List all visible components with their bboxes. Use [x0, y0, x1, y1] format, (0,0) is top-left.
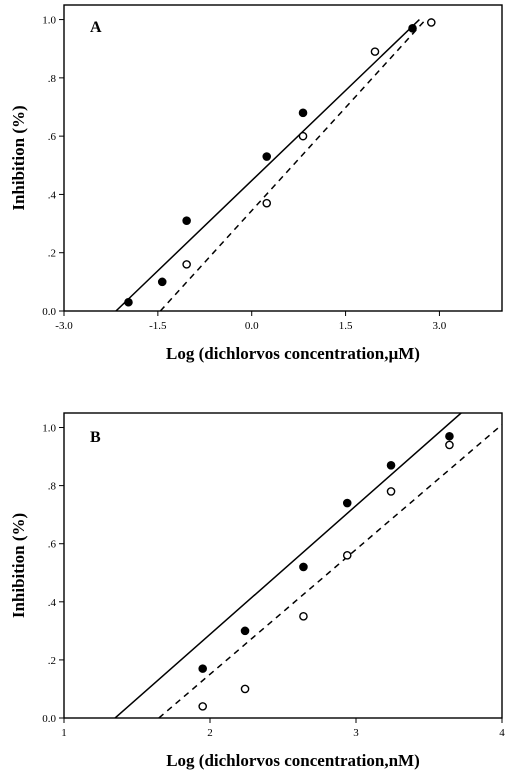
- filled-data-point: [240, 626, 250, 636]
- x-tick-label: -3.0: [55, 320, 73, 332]
- y-tick-label: 1.0: [42, 423, 56, 435]
- y-tick-label: 1.0: [42, 15, 56, 27]
- x-tick-label: 3: [353, 727, 359, 739]
- panel-label: A: [90, 19, 102, 36]
- y-tick-label: .6: [48, 539, 57, 551]
- y-axis-title: Inhibition (%): [9, 513, 28, 618]
- x-tick-label: -1.5: [149, 320, 167, 332]
- x-tick-label: 3.0: [433, 320, 447, 332]
- x-axis-title: Log (dichlorvos concentration,nM): [166, 751, 420, 770]
- filled-data-point: [445, 431, 454, 441]
- x-tick-label: 1: [61, 727, 67, 739]
- chart-panel-A: -3.0 -1.5 0.0 1.5 3.0 0.0 .2 .4 .6 .8 1.0 A Log (dic…: [9, 4, 503, 363]
- y-tick-label: 0.0: [42, 306, 56, 318]
- filled-data-point: [198, 664, 207, 673]
- filled-data-point: [298, 108, 308, 118]
- filled-data-point: [157, 277, 167, 287]
- open-data-point: [426, 18, 436, 27]
- y-axis-title: Inhibition (%): [9, 105, 28, 210]
- open-data-point: [262, 198, 272, 208]
- x-axis-title: Log (dichlorvos concentration,µM): [166, 344, 420, 363]
- x-tick-label: 4: [499, 727, 505, 739]
- open-data-point: [445, 440, 454, 450]
- filled-data-point: [262, 152, 272, 161]
- y-tick-label: 0.0: [42, 713, 56, 725]
- filled-data-point: [299, 562, 308, 572]
- filled-data-point: [124, 297, 133, 307]
- x-tick-label: 1.5: [339, 320, 353, 332]
- y-tick-label: .2: [48, 248, 56, 260]
- y-tick-label: .4: [48, 189, 57, 201]
- x-tick-label: 0.0: [245, 320, 259, 332]
- dashed-fit-line: [159, 19, 427, 311]
- open-data-point: [198, 702, 207, 711]
- y-tick-label: .8: [48, 481, 57, 493]
- open-data-point: [298, 131, 308, 141]
- y-tick-label: .6: [48, 131, 57, 143]
- open-data-point: [299, 612, 308, 621]
- chart-panel-B: 1 2 3 4 0.0 .2 .4 .6 .8 1.0 B Log (dichlorvos conce…: [9, 412, 505, 770]
- filled-data-point: [386, 460, 396, 470]
- filled-data-point: [408, 24, 417, 33]
- open-data-point: [342, 551, 352, 560]
- open-data-point: [370, 47, 380, 56]
- x-tick-label: 2: [207, 727, 213, 739]
- open-data-point: [386, 487, 396, 496]
- dashed-fit-line: [158, 424, 502, 718]
- panel-label: B: [90, 429, 101, 446]
- plot-frame: [63, 4, 503, 312]
- solid-fit-line: [115, 19, 420, 311]
- filled-data-point: [182, 216, 191, 225]
- open-data-point: [182, 260, 191, 269]
- filled-data-point: [342, 498, 352, 508]
- solid-fit-line: [114, 413, 462, 718]
- plot-frame: [63, 412, 503, 719]
- y-tick-label: .8: [48, 73, 57, 85]
- y-tick-label: .4: [48, 597, 57, 609]
- y-tick-label: .2: [48, 655, 56, 667]
- open-data-point: [240, 684, 250, 694]
